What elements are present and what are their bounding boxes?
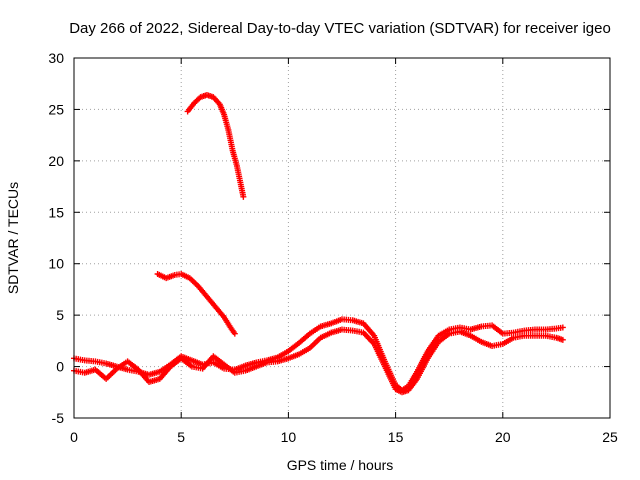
x-tick-label: 25 (602, 429, 618, 445)
x-tick-label: 10 (281, 429, 297, 445)
series-arc-mid (154, 271, 238, 337)
y-tick-label: 0 (56, 359, 64, 375)
data-point (240, 193, 247, 200)
y-tick-label: 20 (48, 153, 64, 169)
x-tick-label: 0 (70, 429, 78, 445)
plot-frame (73, 57, 611, 419)
data-point (559, 336, 566, 343)
series-baseline-b (71, 326, 566, 396)
data-point (559, 324, 566, 331)
y-tick-label: 25 (48, 101, 64, 117)
y-tick-label: 10 (48, 256, 64, 272)
series-arc-high (184, 92, 247, 200)
y-tick-label: 5 (56, 307, 64, 323)
y-tick-label: 15 (48, 204, 64, 220)
y-tick-label: 30 (48, 50, 64, 66)
axis-ticks: 0 5 10 15 20 25 -5 0 5 10 15 20 25 30 (48, 50, 618, 445)
grid-lines (74, 58, 610, 418)
x-tick-label: 15 (388, 429, 404, 445)
y-tick-label: -5 (52, 410, 65, 426)
x-axis-label: GPS time / hours (287, 457, 394, 473)
data-points (71, 92, 566, 396)
y-axis-label: SDTVAR / TECUs (5, 182, 21, 294)
series-baseline-a (71, 316, 566, 394)
x-tick-label: 20 (495, 429, 511, 445)
x-tick-label: 5 (177, 429, 185, 445)
data-point (231, 330, 238, 337)
chart-title: Day 266 of 2022, Sidereal Day-to-day VTE… (69, 20, 611, 37)
